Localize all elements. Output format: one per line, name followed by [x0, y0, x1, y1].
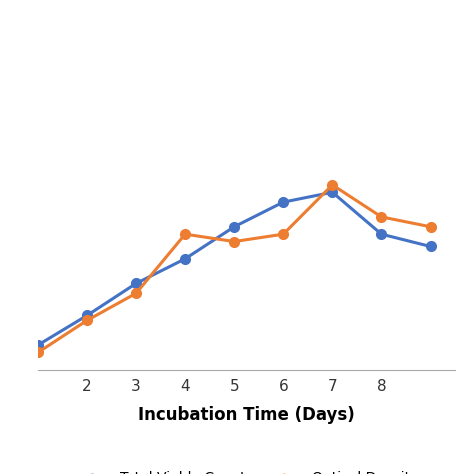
X-axis label: Incubation Time (Days): Incubation Time (Days): [138, 406, 355, 424]
Legend: Total Viable Count, Optical Density: Total Viable Count, Optical Density: [69, 466, 424, 474]
